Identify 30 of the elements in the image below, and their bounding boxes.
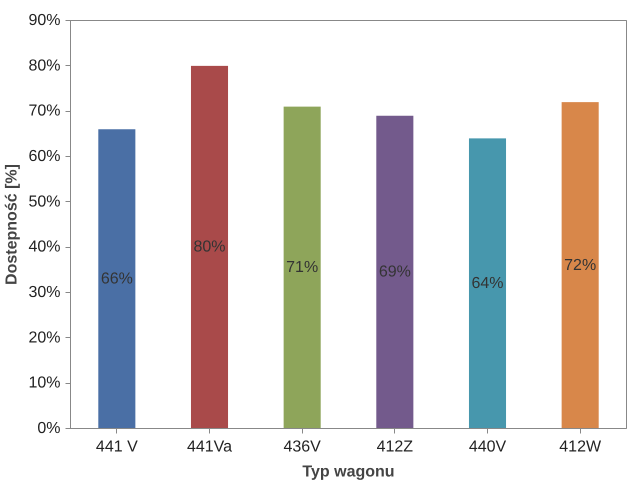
x-tick-label: 441Va	[186, 438, 232, 456]
data-label: 69%	[378, 264, 411, 281]
bar	[468, 138, 506, 428]
x-tick-label: 441 V	[96, 438, 138, 456]
y-tick-label: 50%	[28, 193, 61, 210]
bar	[190, 66, 228, 428]
y-tick-label: 40%	[28, 238, 61, 256]
data-label: 80%	[193, 238, 226, 256]
y-tick-label: 90%	[28, 12, 61, 29]
y-tick-label: 30%	[28, 284, 61, 301]
x-tick-label: 412W	[559, 438, 602, 456]
y-tick-label: 0%	[37, 420, 60, 437]
data-label: 72%	[564, 256, 596, 274]
bar	[562, 102, 599, 428]
data-label: 66%	[100, 270, 133, 288]
bar	[284, 106, 321, 428]
y-tick-label: 20%	[28, 329, 61, 346]
data-label: 64%	[471, 274, 504, 292]
x-tick-label: 412Z	[376, 438, 414, 456]
bar	[376, 116, 414, 428]
bar	[98, 129, 136, 428]
y-tick-label: 80%	[28, 57, 61, 74]
x-tick-label: 440V	[468, 438, 507, 456]
y-tick-label: 70%	[28, 102, 61, 120]
y-tick-label: 60%	[28, 148, 61, 165]
y-axis-title: Dostepność [%]	[3, 164, 20, 285]
y-tick-label: 10%	[28, 374, 61, 392]
x-axis-title: Typ wagonu	[302, 464, 395, 480]
data-label: 71%	[286, 259, 318, 276]
x-tick-label: 436V	[283, 438, 322, 456]
